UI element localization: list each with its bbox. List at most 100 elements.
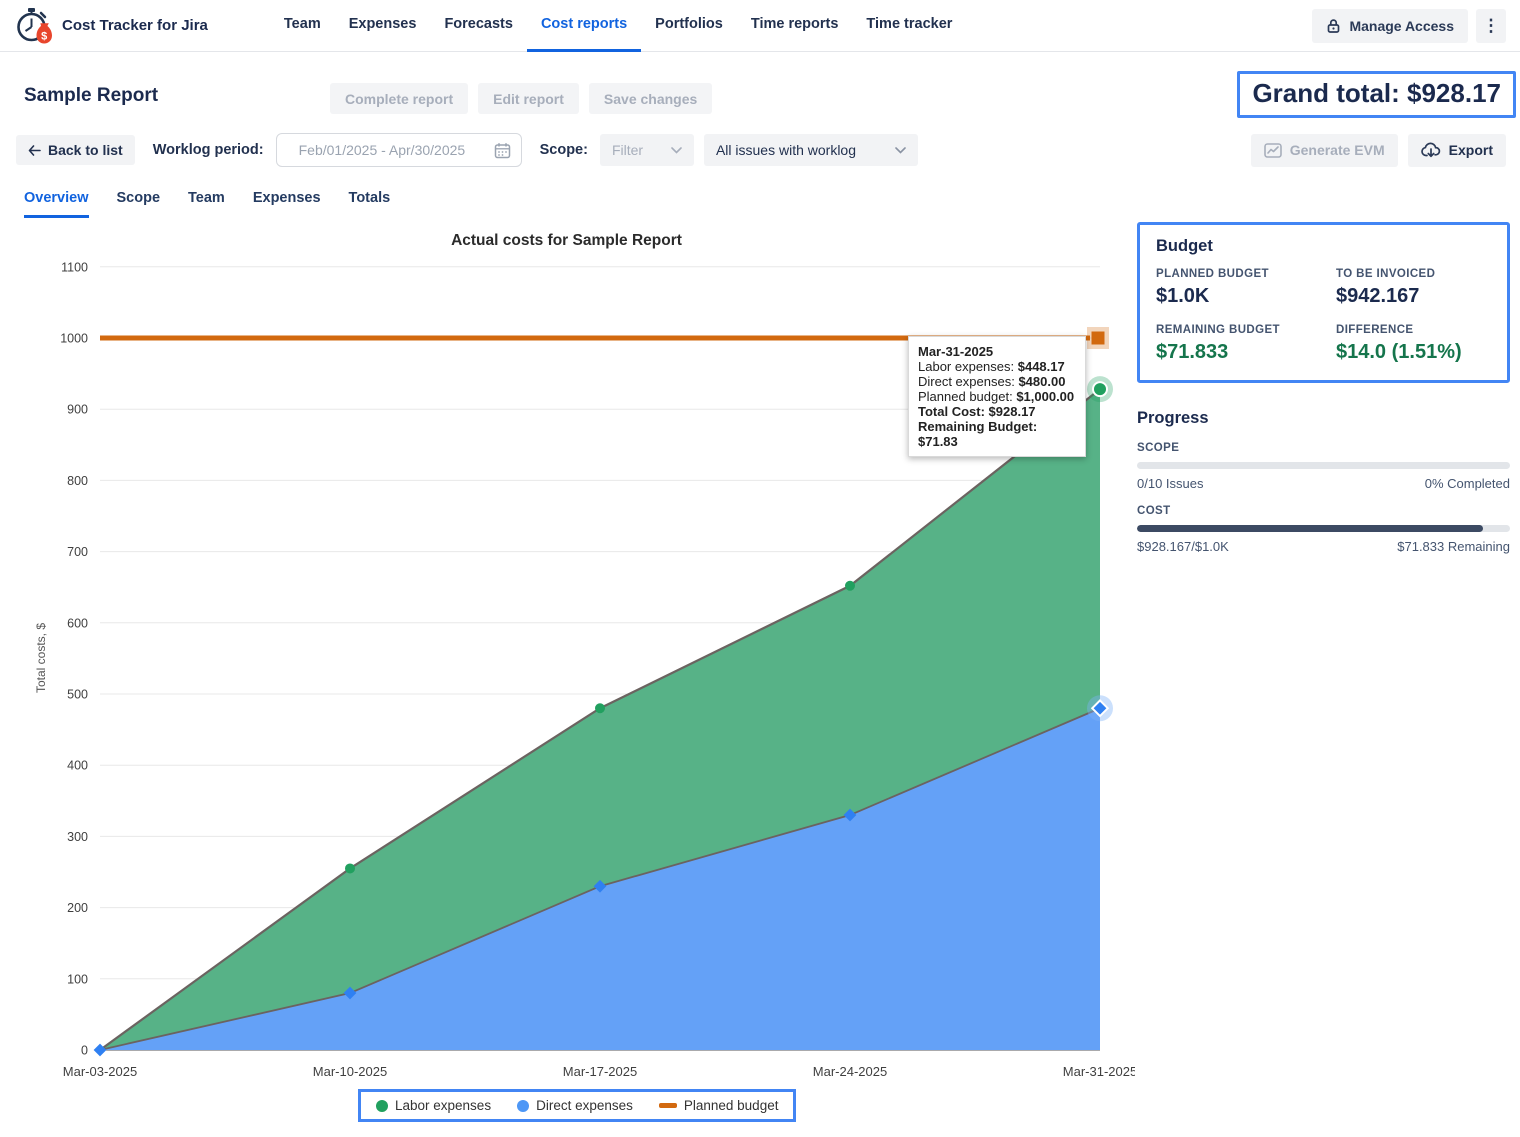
labor-expenses-swatch-icon [376,1099,388,1112]
legend-label: Direct expenses [536,1098,633,1113]
direct-expenses-swatch-icon [517,1099,530,1112]
legend-item-planned: Planned budget [658,1098,779,1113]
direct-expenses-area [100,708,1100,1050]
report-tabs: Overview Scope Team Expenses Totals [24,190,390,218]
planned-budget-stat: PLANNED BUDGET $1.0K [1156,268,1269,307]
issues-scope-select[interactable]: All issues with worklog [703,134,918,166]
worklog-period-value: Feb/01/2025 - Apr/30/2025 [298,142,466,158]
nav-portfolios[interactable]: Portfolios [655,16,723,32]
legend-label: Labor expenses [395,1098,492,1113]
y-tick-label: 900 [67,403,88,417]
y-tick-label: 1000 [60,332,88,346]
y-tick-label: 600 [67,616,88,630]
generate-evm-label: Generate EVM [1289,142,1385,158]
cost-progress-bar [1137,525,1510,532]
nav-forecasts[interactable]: Forecasts [444,16,513,32]
save-changes-button[interactable]: Save changes [588,83,713,114]
more-menu-button[interactable]: ⋮ [1476,8,1506,43]
x-tick-label: Mar-31-2025 [1063,1064,1135,1079]
brand-name: Cost Tracker for Jira [62,17,208,34]
report-action-buttons: Complete report Edit report Save changes [330,83,713,114]
x-tick-label: Mar-17-2025 [563,1064,637,1079]
chart-tooltip: Mar-31-2025 Labor expenses: $448.17 Dire… [908,336,1086,457]
back-to-list-button[interactable]: Back to list [16,135,135,165]
scope-progress-stats: 0/10 Issues 0% Completed [1137,476,1510,491]
manage-access-button[interactable]: Manage Access [1312,8,1468,43]
tooltip-row: Remaining Budget: $71.83 [918,419,1038,449]
export-label: Export [1448,142,1493,158]
scope-progress-label: SCOPE [1137,442,1180,454]
app-header: $ Cost Tracker for Jira Team Expenses Fo… [0,0,1520,52]
legend-item-labor: Labor expenses [376,1098,491,1113]
nav-team[interactable]: Team [283,16,321,32]
svg-text:$: $ [41,30,47,42]
tab-overview[interactable]: Overview [24,190,89,218]
right-panel: Budget PLANNED BUDGET $1.0K TO BE INVOIC… [1137,222,1510,554]
issues-scope-value: All issues with worklog [715,142,857,158]
difference-stat: DIFFERENCE $14.0 (1.51%) [1336,324,1462,363]
complete-report-button[interactable]: Complete report [330,83,469,114]
chart-line-icon [1263,142,1282,158]
direct-end-marker [1090,699,1110,718]
chart-legend: Labor expenses Direct expenses Planned b… [358,1089,797,1122]
y-tick-label: 0 [81,1044,88,1058]
budget-title: Budget [1156,237,1213,255]
chevron-down-icon [895,146,906,154]
x-tick-label: Mar-10-2025 [313,1064,387,1079]
scope-progress-bar [1137,462,1510,469]
nav-cost-reports[interactable]: Cost reports [526,0,642,52]
legend-label: Planned budget [683,1098,779,1113]
planned-budget-end-marker [1091,331,1105,345]
export-button[interactable]: Export [1407,133,1506,167]
tooltip-date: Mar-31-2025 [918,344,994,359]
labor-point-marker [345,863,355,874]
nav-time-reports[interactable]: Time reports [750,16,839,32]
y-tick-label: 1100 [61,260,88,274]
labor-end-marker [1092,381,1108,398]
back-to-list-label: Back to list [48,142,123,158]
legend-item-direct: Direct expenses [517,1098,633,1113]
y-axis-label: Total costs, $ [34,623,48,693]
worklog-period-input[interactable]: Feb/01/2025 - Apr/30/2025 [275,133,522,167]
chevron-down-icon [671,146,682,154]
calendar-icon [494,142,511,159]
tab-totals[interactable]: Totals [348,190,391,206]
app-logo-icon: $ [14,6,52,46]
y-tick-label: 500 [67,688,88,702]
tab-scope[interactable]: Scope [116,190,161,206]
nav-expenses[interactable]: Expenses [348,16,417,32]
nav-time-tracker[interactable]: Time tracker [866,16,953,32]
tab-team[interactable]: Team [188,190,225,206]
y-tick-label: 800 [67,474,88,488]
tab-expenses[interactable]: Expenses [252,190,321,206]
filter-select[interactable]: Filter [599,134,694,166]
x-tick-label: Mar-24-2025 [813,1064,887,1079]
cost-progress-label: COST [1137,505,1171,517]
cost-chart: Actual costs for Sample Report 0 100 200 30… [0,228,1135,1133]
cost-progress-stats: $928.167/$1.0K $71.833 Remaining [1137,539,1510,554]
progress-title: Progress [1137,409,1209,427]
lock-icon [1326,18,1341,34]
x-tick-label: Mar-03-2025 [63,1064,137,1079]
filter-select-value: Filter [611,142,644,158]
generate-evm-button[interactable]: Generate EVM [1250,133,1398,167]
to-be-invoiced-stat: TO BE INVOICED $942.167 [1336,268,1436,307]
edit-report-button[interactable]: Edit report [478,83,579,114]
labor-point-marker [845,580,855,591]
remaining-budget-stat: REMAINING BUDGET $71.833 [1156,324,1280,363]
arrow-left-icon [28,144,41,156]
cloud-download-icon [1420,142,1441,158]
labor-expenses-area [100,389,1100,1050]
worklog-period-label: Worklog period: [152,142,264,158]
brand: $ Cost Tracker for Jira [0,6,208,46]
main-nav: Team Expenses Forecasts Cost reports Por… [270,0,967,52]
grand-total-text: Grand total: $928.17 [1252,78,1501,108]
y-tick-label: 100 [67,972,88,986]
tooltip-row: Direct expenses: $480.00 [918,374,1066,389]
progress-section: Progress SCOPE 0/10 Issues 0% Completed … [1137,409,1510,554]
tooltip-row: Labor expenses: $448.17 [918,359,1065,374]
planned-budget-swatch-icon [658,1103,677,1108]
manage-access-label: Manage Access [1349,17,1454,34]
chart-title: Actual costs for Sample Report [451,232,682,249]
y-tick-label: 400 [67,759,88,773]
